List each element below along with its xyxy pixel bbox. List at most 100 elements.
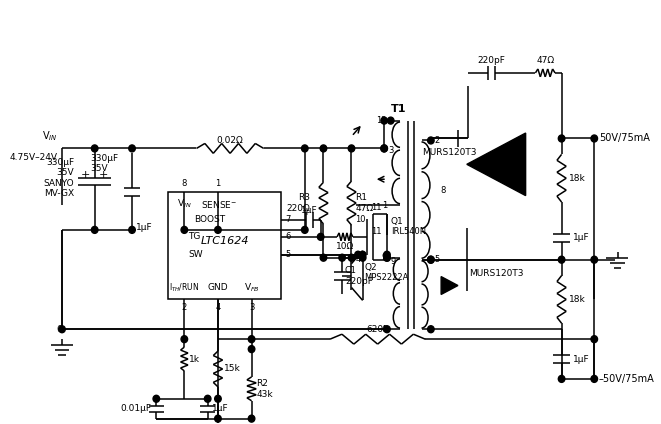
Text: +: + bbox=[98, 170, 108, 180]
Text: 220pF: 220pF bbox=[478, 56, 506, 65]
Text: 330µF: 330µF bbox=[46, 158, 74, 167]
Text: 7: 7 bbox=[285, 215, 291, 224]
Circle shape bbox=[91, 226, 98, 233]
Text: 4: 4 bbox=[215, 304, 221, 312]
Text: 1µF: 1µF bbox=[136, 223, 153, 232]
Text: I$_{TH}$/RUN: I$_{TH}$/RUN bbox=[169, 281, 200, 294]
Circle shape bbox=[383, 326, 390, 333]
Text: 6: 6 bbox=[381, 325, 387, 334]
Text: MURS120T3: MURS120T3 bbox=[422, 148, 477, 157]
Text: 15k: 15k bbox=[223, 365, 241, 374]
Text: V$_{IN}$: V$_{IN}$ bbox=[42, 130, 58, 143]
Text: 7: 7 bbox=[440, 285, 446, 294]
Circle shape bbox=[249, 415, 255, 422]
Text: 12: 12 bbox=[377, 116, 387, 125]
Text: 50V/75mA: 50V/75mA bbox=[599, 134, 650, 143]
Text: 2: 2 bbox=[434, 136, 440, 145]
Text: 6: 6 bbox=[285, 232, 291, 241]
Text: SW: SW bbox=[188, 250, 203, 259]
Text: –50V/75mA: –50V/75mA bbox=[599, 374, 654, 384]
Text: 35V: 35V bbox=[90, 164, 108, 173]
Text: TG: TG bbox=[188, 232, 200, 241]
Circle shape bbox=[348, 145, 355, 152]
Text: 1µF: 1µF bbox=[573, 354, 590, 363]
Circle shape bbox=[591, 135, 598, 142]
Text: 6: 6 bbox=[57, 325, 62, 334]
Circle shape bbox=[383, 254, 390, 261]
Circle shape bbox=[59, 326, 65, 333]
Text: 47Ω: 47Ω bbox=[536, 56, 555, 65]
Text: MPS2222A: MPS2222A bbox=[365, 273, 409, 282]
Text: MV-GX: MV-GX bbox=[44, 189, 74, 198]
Circle shape bbox=[129, 145, 136, 152]
Circle shape bbox=[215, 415, 221, 422]
Text: SENSE$^{-}$: SENSE$^{-}$ bbox=[201, 198, 237, 209]
Text: C1
220pF: C1 220pF bbox=[345, 266, 373, 286]
Text: IRL540N: IRL540N bbox=[391, 227, 426, 236]
Polygon shape bbox=[467, 133, 525, 195]
Circle shape bbox=[91, 145, 98, 152]
Circle shape bbox=[428, 137, 434, 144]
Text: 330µF: 330µF bbox=[90, 154, 118, 163]
Circle shape bbox=[129, 226, 136, 233]
Circle shape bbox=[387, 117, 394, 124]
Circle shape bbox=[301, 145, 308, 152]
Text: 8: 8 bbox=[182, 179, 187, 188]
Text: BOOST: BOOST bbox=[194, 215, 225, 224]
Text: 3: 3 bbox=[249, 304, 254, 312]
Circle shape bbox=[348, 254, 355, 261]
Circle shape bbox=[559, 375, 565, 382]
Circle shape bbox=[428, 256, 434, 263]
Circle shape bbox=[181, 336, 188, 343]
Circle shape bbox=[559, 135, 565, 142]
Text: V$_{IN}$: V$_{IN}$ bbox=[177, 198, 192, 210]
Text: 8: 8 bbox=[440, 186, 446, 195]
Text: R3
220Ω: R3 220Ω bbox=[287, 193, 311, 213]
Text: 1: 1 bbox=[215, 179, 221, 188]
Circle shape bbox=[317, 233, 324, 240]
Circle shape bbox=[591, 256, 598, 263]
Text: R2
43k: R2 43k bbox=[256, 379, 273, 399]
Circle shape bbox=[591, 375, 598, 382]
Text: 35V: 35V bbox=[56, 168, 74, 177]
Circle shape bbox=[381, 117, 387, 124]
Circle shape bbox=[591, 336, 598, 343]
Text: 2: 2 bbox=[182, 304, 187, 312]
Text: 1µF: 1µF bbox=[301, 206, 318, 215]
Circle shape bbox=[249, 346, 255, 353]
Text: 18k: 18k bbox=[569, 295, 586, 304]
Circle shape bbox=[204, 395, 211, 402]
Polygon shape bbox=[441, 276, 458, 294]
Circle shape bbox=[428, 326, 434, 333]
Circle shape bbox=[381, 145, 387, 152]
Text: GND: GND bbox=[208, 283, 228, 292]
Text: V$_{FB}$: V$_{FB}$ bbox=[244, 281, 260, 294]
Circle shape bbox=[383, 251, 390, 258]
Circle shape bbox=[383, 254, 390, 261]
Circle shape bbox=[320, 145, 327, 152]
Text: 11: 11 bbox=[371, 203, 381, 212]
Text: 1: 1 bbox=[381, 201, 387, 209]
Circle shape bbox=[181, 226, 188, 233]
Text: +: + bbox=[81, 170, 90, 180]
Text: LTC1624: LTC1624 bbox=[200, 236, 249, 246]
Circle shape bbox=[301, 226, 308, 233]
Circle shape bbox=[355, 251, 362, 258]
Text: 0.02Ω: 0.02Ω bbox=[217, 136, 243, 145]
Text: 11: 11 bbox=[371, 227, 381, 236]
Text: 620k: 620k bbox=[366, 325, 389, 334]
Circle shape bbox=[249, 336, 255, 343]
Text: 10Ω: 10Ω bbox=[336, 242, 354, 251]
Text: R1
47Ω: R1 47Ω bbox=[355, 193, 373, 213]
Text: 1µF: 1µF bbox=[212, 404, 229, 413]
Circle shape bbox=[428, 256, 434, 263]
Circle shape bbox=[215, 395, 221, 402]
Circle shape bbox=[559, 256, 565, 263]
Text: 9: 9 bbox=[391, 257, 396, 266]
Text: 1µF: 1µF bbox=[573, 233, 590, 243]
Text: T1: T1 bbox=[391, 104, 406, 114]
Text: 18k: 18k bbox=[569, 174, 586, 183]
Text: MURS120T3: MURS120T3 bbox=[469, 269, 524, 278]
Circle shape bbox=[360, 254, 366, 261]
Text: Q2: Q2 bbox=[365, 263, 377, 272]
